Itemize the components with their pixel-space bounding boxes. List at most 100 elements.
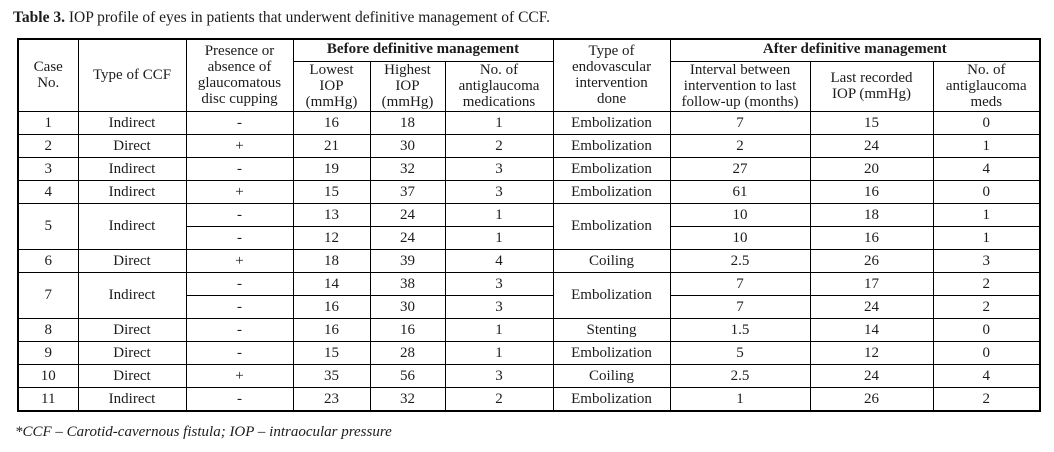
- cell-last-iop: 17: [809, 272, 934, 297]
- cell-meds-before: 2: [444, 134, 554, 159]
- cell-lowest-iop: 18: [292, 249, 371, 274]
- cell-meds-before: 3: [444, 272, 554, 297]
- table-row-case-8: 8 Direct - 16 16 1 Stenting 1.5 14 0: [17, 318, 1041, 343]
- header-cell-type-of-ccf: Type of CCF: [77, 38, 187, 113]
- table-row-case-9: 9 Direct - 15 28 1 Embolization 5 12 0: [17, 341, 1041, 366]
- header-row-group: Case No. Type of CCF Presence or absence…: [17, 38, 1041, 113]
- header-cell-meds-after: No. of antiglaucoma meds: [932, 60, 1041, 113]
- cell-meds-after: 2: [932, 295, 1041, 320]
- cell-intervention: Embolization: [552, 180, 671, 205]
- header-cell-interval: Interval between intervention to last fo…: [669, 60, 811, 113]
- cell-interval: 2.5: [669, 364, 811, 389]
- cell-type-of-ccf: Indirect: [77, 111, 187, 136]
- cell-intervention: Embolization: [552, 272, 671, 320]
- cell-lowest-iop: 16: [292, 295, 371, 320]
- cell-type-of-ccf: Indirect: [77, 203, 187, 251]
- cell-interval: 7: [669, 295, 811, 320]
- cell-meds-after: 1: [932, 134, 1041, 159]
- cell-disc-cupping: -: [185, 226, 294, 251]
- cell-last-iop: 24: [809, 134, 934, 159]
- header-row-sub: Lowest IOP (mmHg) Highest IOP (mmHg) No.…: [18, 60, 1041, 113]
- cell-case-no: 8: [17, 318, 79, 343]
- header-cell-case-no: Case No.: [17, 38, 79, 113]
- cell-highest-iop: 37: [369, 180, 446, 205]
- cell-interval: 61: [669, 180, 811, 205]
- cell-lowest-iop: 15: [292, 341, 371, 366]
- table-row-case-3: 3 Indirect - 19 32 3 Embolization 27 20 …: [17, 157, 1041, 182]
- cell-interval: 1: [669, 387, 811, 412]
- cell-case-no: 7: [17, 272, 79, 320]
- cell-type-of-ccf: Direct: [77, 341, 187, 366]
- cell-highest-iop: 18: [369, 111, 446, 136]
- cell-interval: 10: [669, 226, 811, 251]
- cell-highest-iop: 39: [369, 249, 446, 274]
- cell-meds-after: 2: [932, 272, 1041, 297]
- cell-last-iop: 15: [809, 111, 934, 136]
- cell-last-iop: 24: [809, 364, 934, 389]
- cell-lowest-iop: 23: [292, 387, 371, 412]
- cell-intervention: Embolization: [552, 111, 671, 136]
- cell-interval: 7: [669, 272, 811, 297]
- cell-lowest-iop: 19: [292, 157, 371, 182]
- cell-highest-iop: 30: [369, 295, 446, 320]
- cell-meds-before: 1: [444, 318, 554, 343]
- cell-case-no: 2: [17, 134, 79, 159]
- cell-last-iop: 14: [809, 318, 934, 343]
- cell-case-no: 4: [17, 180, 79, 205]
- table-row-case-10: 10 Direct + 35 56 3 Coiling 2.5 24 4: [17, 364, 1041, 389]
- cell-type-of-ccf: Direct: [77, 249, 187, 274]
- header-cell-intervention: Type of endovascular intervention done: [552, 38, 671, 113]
- cell-meds-before: 1: [444, 203, 554, 228]
- cell-meds-before: 3: [444, 364, 554, 389]
- cell-intervention: Embolization: [552, 203, 671, 251]
- cell-lowest-iop: 21: [292, 134, 371, 159]
- table-caption-text: IOP profile of eyes in patients that und…: [64, 9, 551, 26]
- header-cell-lowest-iop: Lowest IOP (mmHg): [292, 60, 371, 113]
- cell-disc-cupping: +: [185, 180, 294, 205]
- cell-interval: 1.5: [669, 318, 811, 343]
- cell-interval: 2: [669, 134, 811, 159]
- table-caption-label: Table 3.: [13, 9, 65, 26]
- cell-highest-iop: 24: [369, 203, 446, 228]
- cell-last-iop: 18: [809, 203, 934, 228]
- cell-meds-after: 0: [932, 341, 1041, 366]
- table-row-case-5b: - 12 24 1 10 16 1: [18, 226, 1041, 251]
- header-cell-before-group: Before definitive management: [292, 38, 554, 62]
- cell-disc-cupping: -: [185, 272, 294, 297]
- cell-highest-iop: 28: [369, 341, 446, 366]
- cell-meds-before: 1: [444, 226, 554, 251]
- cell-disc-cupping: -: [185, 295, 294, 320]
- cell-lowest-iop: 13: [292, 203, 371, 228]
- cell-meds-before: 1: [444, 111, 554, 136]
- cell-meds-after: 1: [932, 203, 1041, 228]
- cell-lowest-iop: 16: [292, 111, 371, 136]
- cell-meds-before: 3: [444, 295, 554, 320]
- cell-meds-after: 0: [932, 318, 1041, 343]
- cell-type-of-ccf: Direct: [77, 318, 187, 343]
- cell-meds-after: 4: [932, 157, 1041, 182]
- cell-meds-after: 1: [932, 226, 1041, 251]
- cell-lowest-iop: 14: [292, 272, 371, 297]
- cell-lowest-iop: 15: [292, 180, 371, 205]
- cell-disc-cupping: -: [185, 111, 294, 136]
- cell-intervention: Stenting: [552, 318, 671, 343]
- cell-last-iop: 26: [809, 387, 934, 412]
- cell-interval: 5: [669, 341, 811, 366]
- cell-type-of-ccf: Indirect: [77, 387, 187, 412]
- cell-meds-after: 2: [932, 387, 1041, 412]
- table-row-case-7b: - 16 30 3 7 24 2: [18, 295, 1041, 320]
- cell-lowest-iop: 12: [292, 226, 371, 251]
- cell-type-of-ccf: Indirect: [77, 157, 187, 182]
- cell-interval: 7: [669, 111, 811, 136]
- cell-highest-iop: 56: [369, 364, 446, 389]
- document-page: Table 3. IOP profile of eyes in patients…: [0, 9, 1054, 452]
- cell-meds-after: 3: [932, 249, 1041, 274]
- cell-disc-cupping: +: [185, 364, 294, 389]
- header-cell-meds-before: No. of antiglaucoma medications: [444, 60, 554, 113]
- cell-disc-cupping: +: [185, 134, 294, 159]
- cell-intervention: Coiling: [552, 249, 671, 274]
- header-cell-disc-cupping: Presence or absence of glaucomatous disc…: [185, 38, 294, 113]
- cell-highest-iop: 32: [369, 387, 446, 412]
- cell-meds-after: 4: [932, 364, 1041, 389]
- cell-lowest-iop: 35: [292, 364, 371, 389]
